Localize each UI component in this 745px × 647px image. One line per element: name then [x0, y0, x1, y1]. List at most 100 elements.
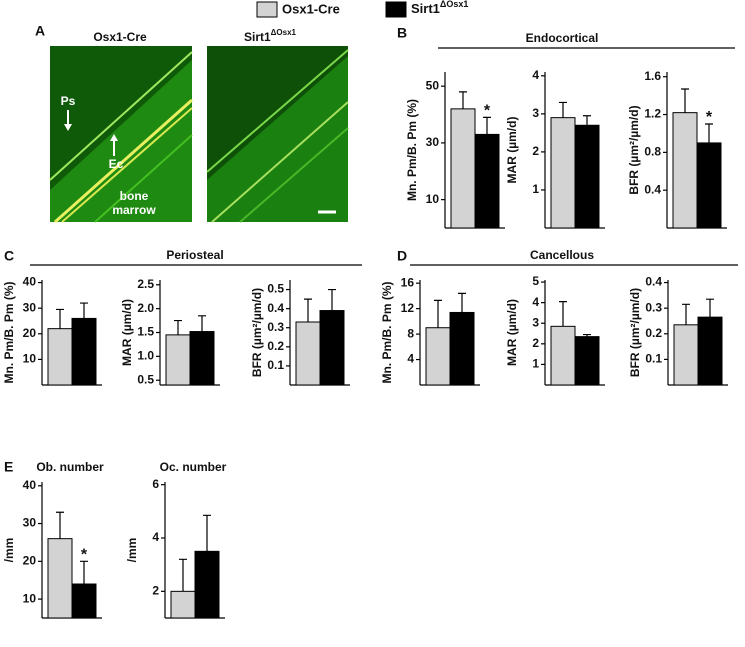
- error-bar: [583, 115, 591, 126]
- error-bar: [198, 315, 206, 332]
- image-title-main: Sirt1: [244, 30, 271, 44]
- y-tick-label: 1: [532, 182, 539, 196]
- error-bar: [459, 91, 467, 109]
- y-tick-label: 8: [407, 326, 414, 340]
- section-title: Endocortical: [526, 31, 599, 45]
- y-tick-label: 2: [532, 336, 539, 350]
- significance-marker: *: [81, 547, 88, 564]
- chart-title: Oc. number: [160, 460, 227, 474]
- y-axis-label: Mn. Pm/B. Pm (%): [405, 99, 419, 201]
- error-bar: [706, 298, 714, 318]
- y-tick-label: 0.1: [645, 352, 662, 366]
- section-title: Cancellous: [530, 248, 594, 262]
- y-tick-label: 0.2: [645, 326, 662, 340]
- image-title: Osx1-Cre: [93, 30, 147, 44]
- y-tick-label: 2.5: [137, 277, 154, 291]
- y-tick-label: 16: [401, 275, 415, 289]
- y-tick-label: 0.3: [645, 300, 662, 314]
- panel-letter: C: [4, 248, 14, 264]
- legend-swatch: [385, 1, 407, 18]
- error-bar: [80, 560, 88, 584]
- error-bar: [56, 511, 64, 539]
- y-tick-label: 2.0: [137, 301, 154, 315]
- bar: [71, 317, 97, 386]
- bar: [574, 124, 600, 229]
- y-axis-label: MAR (µm/d): [120, 299, 134, 366]
- bar: [170, 590, 196, 619]
- error-bar: [458, 292, 466, 313]
- y-tick-label: 2: [152, 584, 159, 598]
- y-tick-label: 20: [23, 554, 37, 568]
- y-axis-label: /mm: [2, 538, 16, 563]
- bar: [474, 133, 500, 229]
- error-bar: [174, 319, 182, 335]
- y-tick-label: 4: [152, 530, 159, 544]
- y-tick-label: 1.0: [137, 349, 154, 363]
- legend-label-main: Sirt1: [411, 1, 440, 16]
- bar: [550, 117, 576, 229]
- error-bar: [56, 308, 64, 329]
- bar: [672, 112, 698, 229]
- y-tick-label: 1.6: [644, 69, 661, 83]
- y-tick-label: 40: [23, 478, 37, 492]
- y-tick-label: 0.8: [644, 145, 661, 159]
- error-bar: [434, 299, 442, 328]
- y-axis-label: Mn. Pm/B. Pm (%): [380, 281, 394, 383]
- y-tick-label: 4: [407, 352, 414, 366]
- y-axis-label: /mm: [125, 538, 139, 563]
- y-axis-label: BFR (µm²/µm/d): [627, 105, 641, 194]
- y-tick-label: 20: [23, 326, 37, 340]
- y-tick-label: 0.5: [267, 282, 284, 296]
- bar: [319, 310, 345, 386]
- y-tick-label: 6: [152, 477, 159, 491]
- bar: [165, 334, 191, 386]
- bar: [71, 583, 97, 619]
- chart-title: Ob. number: [36, 460, 104, 474]
- legend-label-sup: ΔOsx1: [440, 0, 469, 9]
- image-annotation: Ps: [61, 94, 76, 108]
- y-tick-label: 12: [401, 301, 415, 315]
- y-axis-label: BFR (µm²/µm/d): [250, 288, 264, 377]
- image-title: Sirt1ΔOsx1: [244, 28, 297, 44]
- bar: [47, 538, 73, 619]
- section-title: Periosteal: [166, 248, 223, 262]
- error-bar: [682, 303, 690, 325]
- y-tick-label: 3: [532, 315, 539, 329]
- y-tick-label: 40: [23, 275, 37, 289]
- y-tick-label: 10: [426, 192, 440, 206]
- image-annotation: Ec: [109, 157, 124, 171]
- error-bar: [583, 333, 591, 337]
- bar: [696, 142, 722, 229]
- bar: [425, 327, 451, 386]
- y-tick-label: 0.4: [267, 301, 284, 315]
- y-tick-label: 10: [23, 352, 37, 366]
- bar: [449, 311, 475, 386]
- bar: [189, 331, 215, 386]
- y-tick-label: 1.5: [137, 325, 154, 339]
- panel-letter: D: [397, 248, 407, 264]
- y-tick-label: 0.3: [267, 320, 284, 334]
- bar: [295, 321, 321, 386]
- legend-swatch: [256, 1, 278, 18]
- bar: [574, 336, 600, 386]
- y-tick-label: 1.2: [644, 107, 661, 121]
- bar: [450, 108, 476, 229]
- y-tick-label: 50: [426, 78, 440, 92]
- panel-letter: E: [4, 459, 13, 475]
- y-tick-label: 0.1: [267, 358, 284, 372]
- error-bar: [483, 116, 491, 135]
- error-bar: [705, 123, 713, 143]
- y-tick-label: 0.4: [645, 275, 662, 289]
- error-bar: [328, 288, 336, 311]
- image-annotation: bone: [120, 189, 149, 203]
- y-tick-label: 4: [532, 68, 539, 82]
- panel-letter: A: [35, 23, 45, 39]
- image-title-sup: ΔOsx1: [271, 28, 297, 37]
- error-bar: [80, 302, 88, 319]
- legend-label: Sirt1ΔOsx1: [411, 0, 468, 16]
- error-bar: [559, 101, 567, 118]
- error-bar: [559, 301, 567, 327]
- error-bar: [179, 558, 187, 592]
- y-tick-label: 0.4: [644, 182, 661, 196]
